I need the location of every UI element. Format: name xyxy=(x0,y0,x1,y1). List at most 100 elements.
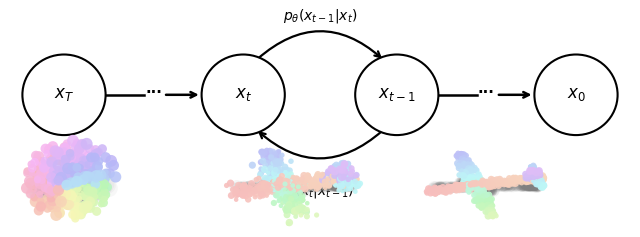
Point xyxy=(93,151,103,155)
Point xyxy=(51,177,61,181)
Point xyxy=(45,191,55,195)
Point xyxy=(469,182,479,186)
Point xyxy=(273,163,284,167)
Point xyxy=(278,186,289,189)
Point xyxy=(483,188,493,192)
Point xyxy=(474,175,484,179)
Point xyxy=(56,189,67,193)
Point xyxy=(506,183,516,187)
Point xyxy=(258,182,268,186)
Point xyxy=(60,184,70,188)
Point xyxy=(61,189,71,193)
Point xyxy=(277,181,287,185)
Point xyxy=(481,207,492,210)
Point xyxy=(487,208,497,212)
Point xyxy=(56,190,66,193)
Point xyxy=(477,187,487,191)
Point xyxy=(454,187,465,191)
Point xyxy=(48,183,58,187)
Point xyxy=(268,150,278,154)
Point xyxy=(287,192,297,196)
Point xyxy=(335,170,345,174)
Point xyxy=(63,170,73,173)
Point xyxy=(292,181,303,185)
Point xyxy=(296,187,307,191)
Point xyxy=(72,182,82,186)
Point xyxy=(467,185,477,188)
Point xyxy=(532,184,542,188)
Point xyxy=(307,184,317,188)
Point xyxy=(67,213,77,216)
Point xyxy=(289,203,300,207)
Point xyxy=(90,186,100,190)
Point xyxy=(524,184,534,188)
Point xyxy=(529,173,539,177)
Point xyxy=(529,183,539,187)
Point xyxy=(527,183,537,187)
Point xyxy=(516,184,526,188)
Point xyxy=(273,169,284,173)
Point xyxy=(511,184,522,187)
Point xyxy=(264,185,275,189)
Point xyxy=(328,171,339,175)
Point xyxy=(472,184,482,188)
Point xyxy=(481,188,491,192)
Point xyxy=(77,192,87,196)
Point xyxy=(466,163,476,167)
Point xyxy=(282,187,292,191)
Point xyxy=(282,180,292,183)
Point xyxy=(319,173,329,177)
Point xyxy=(330,183,340,187)
Point xyxy=(470,180,480,184)
Point xyxy=(477,188,487,192)
Point xyxy=(70,161,81,165)
Point xyxy=(343,175,353,179)
Point xyxy=(61,191,71,194)
Point xyxy=(265,188,275,191)
Point xyxy=(286,202,296,206)
Point xyxy=(536,183,547,187)
Point xyxy=(470,187,481,191)
Point xyxy=(348,184,358,188)
Point xyxy=(528,183,538,187)
Point xyxy=(51,202,61,205)
Point xyxy=(472,185,482,189)
Point xyxy=(59,181,69,184)
Point xyxy=(294,186,304,189)
Point xyxy=(440,188,451,192)
Point xyxy=(51,181,61,185)
Point xyxy=(339,184,349,188)
Point xyxy=(307,185,317,189)
Point xyxy=(332,176,342,180)
Point xyxy=(91,184,101,188)
Point xyxy=(287,188,297,191)
Point xyxy=(309,189,319,193)
Point xyxy=(534,182,545,186)
Point xyxy=(528,183,538,187)
Point xyxy=(61,164,71,167)
Point xyxy=(332,176,342,180)
Point xyxy=(342,178,352,182)
Point xyxy=(77,187,87,191)
Point xyxy=(29,185,39,189)
Point xyxy=(102,183,112,187)
Point xyxy=(289,188,300,192)
Point xyxy=(531,178,541,181)
Point xyxy=(500,185,511,188)
Point xyxy=(335,172,345,176)
Point xyxy=(61,186,72,190)
Point xyxy=(530,172,540,176)
Point xyxy=(521,182,531,186)
Point xyxy=(322,183,332,187)
Point xyxy=(485,181,495,185)
Point xyxy=(538,184,548,188)
Point xyxy=(344,183,354,187)
Point xyxy=(524,183,534,187)
Point xyxy=(49,188,60,192)
Point xyxy=(438,186,448,189)
Point xyxy=(500,184,511,188)
Point xyxy=(72,180,82,183)
Point xyxy=(303,185,314,188)
Point xyxy=(79,184,90,187)
Point xyxy=(488,184,498,188)
